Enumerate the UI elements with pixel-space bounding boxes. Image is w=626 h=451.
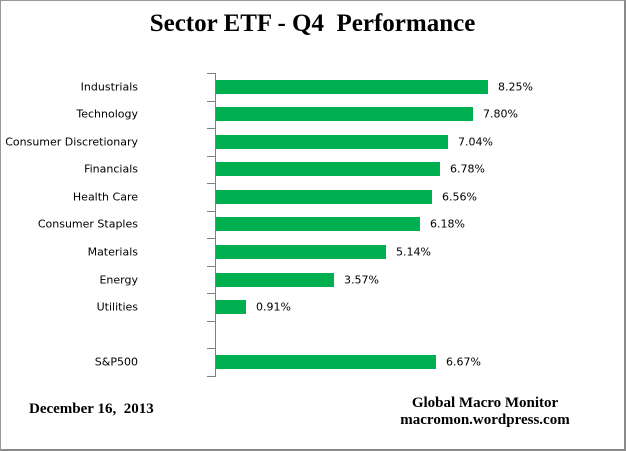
date-label: December 16, 2013	[29, 401, 154, 417]
bar	[216, 355, 436, 370]
bar	[216, 107, 473, 122]
value-label: 5.14%	[396, 245, 431, 259]
attribution: Global Macro Monitor macromon.wordpress.…	[375, 395, 595, 429]
bar	[216, 134, 448, 149]
chart-row: Technology 7.80%	[1, 101, 624, 129]
category-label: Consumer Staples	[37, 217, 138, 231]
axis-tick	[207, 348, 216, 349]
bar	[216, 79, 488, 94]
chart-row: Energy 3.57%	[1, 266, 624, 294]
category-label: S&P500	[94, 355, 138, 369]
attribution-url: macromon.wordpress.com	[400, 412, 570, 428]
bar	[216, 162, 440, 177]
axis-tick	[207, 128, 216, 129]
axis-tick	[207, 266, 216, 267]
category-label: Industrials	[80, 80, 138, 94]
chart-row	[1, 321, 624, 349]
axis-tick	[207, 101, 216, 102]
value-label: 6.18%	[430, 217, 465, 231]
chart-row: Materials 5.14%	[1, 238, 624, 266]
value-label: 8.25%	[498, 80, 533, 94]
category-label: Health Care	[72, 190, 138, 204]
category-label: Energy	[99, 273, 138, 287]
axis-tick	[207, 293, 216, 294]
chart-title: Sector ETF - Q4 Performance	[149, 10, 476, 37]
plot-area: Industrials 8.25% Technology 7.80% Consumer …	[1, 73, 624, 377]
axis-tick	[207, 73, 216, 74]
value-label: 6.78%	[450, 162, 485, 176]
attribution-name: Global Macro Monitor	[411, 395, 559, 411]
value-label: 0.91%	[256, 300, 291, 314]
bar	[216, 245, 386, 260]
value-label: 6.56%	[442, 190, 477, 204]
value-label: 7.80%	[483, 107, 518, 121]
axis-tick	[207, 183, 216, 184]
chart-row: S&P500 6.67%	[1, 348, 624, 376]
axis-tick	[207, 238, 216, 239]
value-label: 7.04%	[458, 135, 493, 149]
value-label: 3.57%	[344, 273, 379, 287]
chart-row: Consumer Discretionary 7.04%	[1, 128, 624, 156]
chart-row: Industrials 8.25%	[1, 73, 624, 101]
bar	[216, 272, 334, 287]
chart-row: Utilities 0.91%	[1, 293, 624, 321]
axis-tick	[207, 211, 216, 212]
chart-row: Consumer Staples 6.18%	[1, 211, 624, 239]
value-label: 6.67%	[446, 355, 481, 369]
bar	[216, 189, 432, 204]
chart-row: Financials 6.78%	[1, 156, 624, 184]
chart-row: Health Care 6.56%	[1, 183, 624, 211]
bar	[216, 300, 246, 315]
axis-tick	[207, 376, 216, 377]
category-label: Materials	[87, 245, 138, 259]
axis-tick	[207, 321, 216, 322]
category-label: Consumer Discretionary	[5, 135, 138, 149]
bar	[216, 217, 420, 232]
axis-tick	[207, 156, 216, 157]
category-label: Financials	[84, 162, 138, 176]
category-label: Utilities	[96, 300, 138, 314]
category-label: Technology	[76, 107, 138, 121]
category-axis-line	[215, 73, 216, 377]
